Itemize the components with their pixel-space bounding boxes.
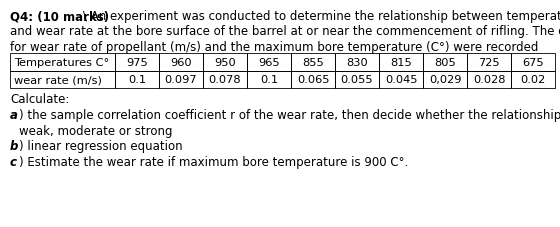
Text: for wear rate of propellant (m/s) and the maximum bore temperature (C°) were rec: for wear rate of propellant (m/s) and th… — [10, 41, 538, 54]
Text: 975: 975 — [126, 58, 148, 68]
Text: b: b — [10, 140, 18, 153]
Bar — [247, 71, 291, 89]
Text: 815: 815 — [390, 58, 412, 68]
Bar — [291, 71, 335, 89]
Bar — [379, 71, 423, 89]
Text: 0.097: 0.097 — [165, 75, 197, 85]
Text: and wear rate at the bore surface of the barrel at or near the commencement of r: and wear rate at the bore surface of the… — [10, 25, 560, 38]
Text: 830: 830 — [346, 58, 368, 68]
Text: 0.078: 0.078 — [209, 75, 241, 85]
Text: a: a — [10, 109, 18, 122]
Bar — [159, 71, 203, 89]
Text: 805: 805 — [434, 58, 456, 68]
Text: 725: 725 — [478, 58, 500, 68]
Text: 0.028: 0.028 — [473, 75, 505, 85]
Text: 0.1: 0.1 — [260, 75, 278, 85]
Text: ) Estimate the wear rate if maximum bore temperature is 900 C°.: ) Estimate the wear rate if maximum bore… — [19, 155, 408, 168]
Bar — [159, 54, 203, 71]
Text: ) linear regression equation: ) linear regression equation — [19, 140, 183, 153]
Text: 960: 960 — [170, 58, 192, 68]
Bar — [291, 54, 335, 71]
Bar — [335, 71, 379, 89]
Bar — [203, 54, 247, 71]
Text: 0.055: 0.055 — [340, 75, 374, 85]
Text: Calculate:: Calculate: — [10, 93, 69, 106]
Bar — [203, 71, 247, 89]
Bar — [423, 71, 467, 89]
Bar — [467, 54, 511, 71]
Text: 0.045: 0.045 — [385, 75, 417, 85]
Bar — [10, 71, 115, 89]
Bar — [423, 54, 467, 71]
Text: 0.02: 0.02 — [520, 75, 545, 85]
Bar — [10, 54, 115, 71]
Bar — [115, 54, 159, 71]
Text: Q4: (10 marks): Q4: (10 marks) — [10, 10, 109, 23]
Text: weak, moderate or strong: weak, moderate or strong — [19, 124, 172, 137]
Text: c: c — [10, 155, 17, 168]
Text: 0.065: 0.065 — [297, 75, 329, 85]
Text: 855: 855 — [302, 58, 324, 68]
Bar — [467, 71, 511, 89]
Bar — [511, 71, 555, 89]
Bar — [115, 71, 159, 89]
Text: wear rate (m/s): wear rate (m/s) — [14, 75, 102, 85]
Bar — [511, 54, 555, 71]
Text: 0.1: 0.1 — [128, 75, 146, 85]
Bar — [379, 54, 423, 71]
Text: 0,029: 0,029 — [429, 75, 461, 85]
Text: \ An experiment was conducted to determine the relationship between temperatures: \ An experiment was conducted to determi… — [83, 10, 560, 23]
Text: 950: 950 — [214, 58, 236, 68]
Bar — [335, 54, 379, 71]
Text: 965: 965 — [258, 58, 280, 68]
Bar — [247, 54, 291, 71]
Text: 675: 675 — [522, 58, 544, 68]
Text: Temperatures C°: Temperatures C° — [14, 58, 109, 68]
Text: ) the sample correlation coefficient r of the wear rate, then decide whether the: ) the sample correlation coefficient r o… — [19, 109, 560, 122]
